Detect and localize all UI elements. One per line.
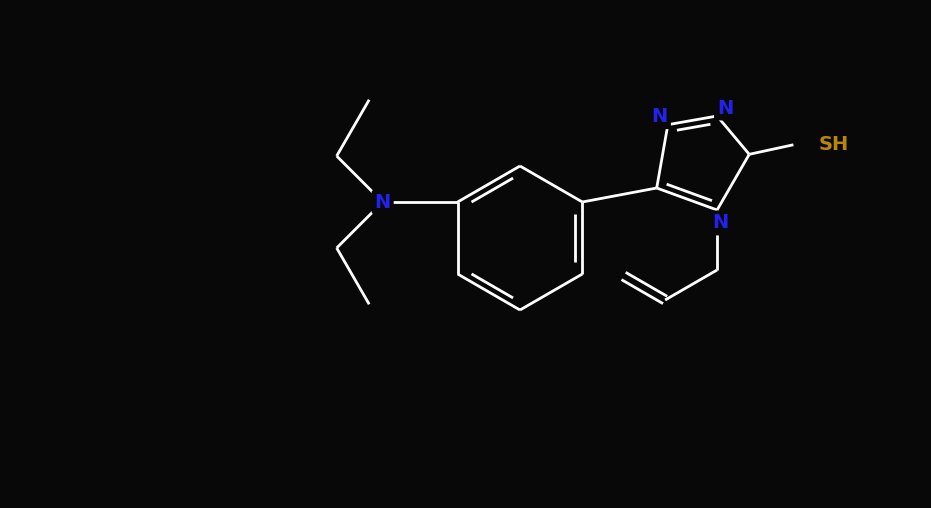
Text: N: N bbox=[652, 107, 668, 126]
Text: N: N bbox=[717, 99, 734, 117]
Text: N: N bbox=[712, 213, 728, 233]
Text: N: N bbox=[374, 193, 391, 211]
Text: SH: SH bbox=[818, 135, 849, 154]
